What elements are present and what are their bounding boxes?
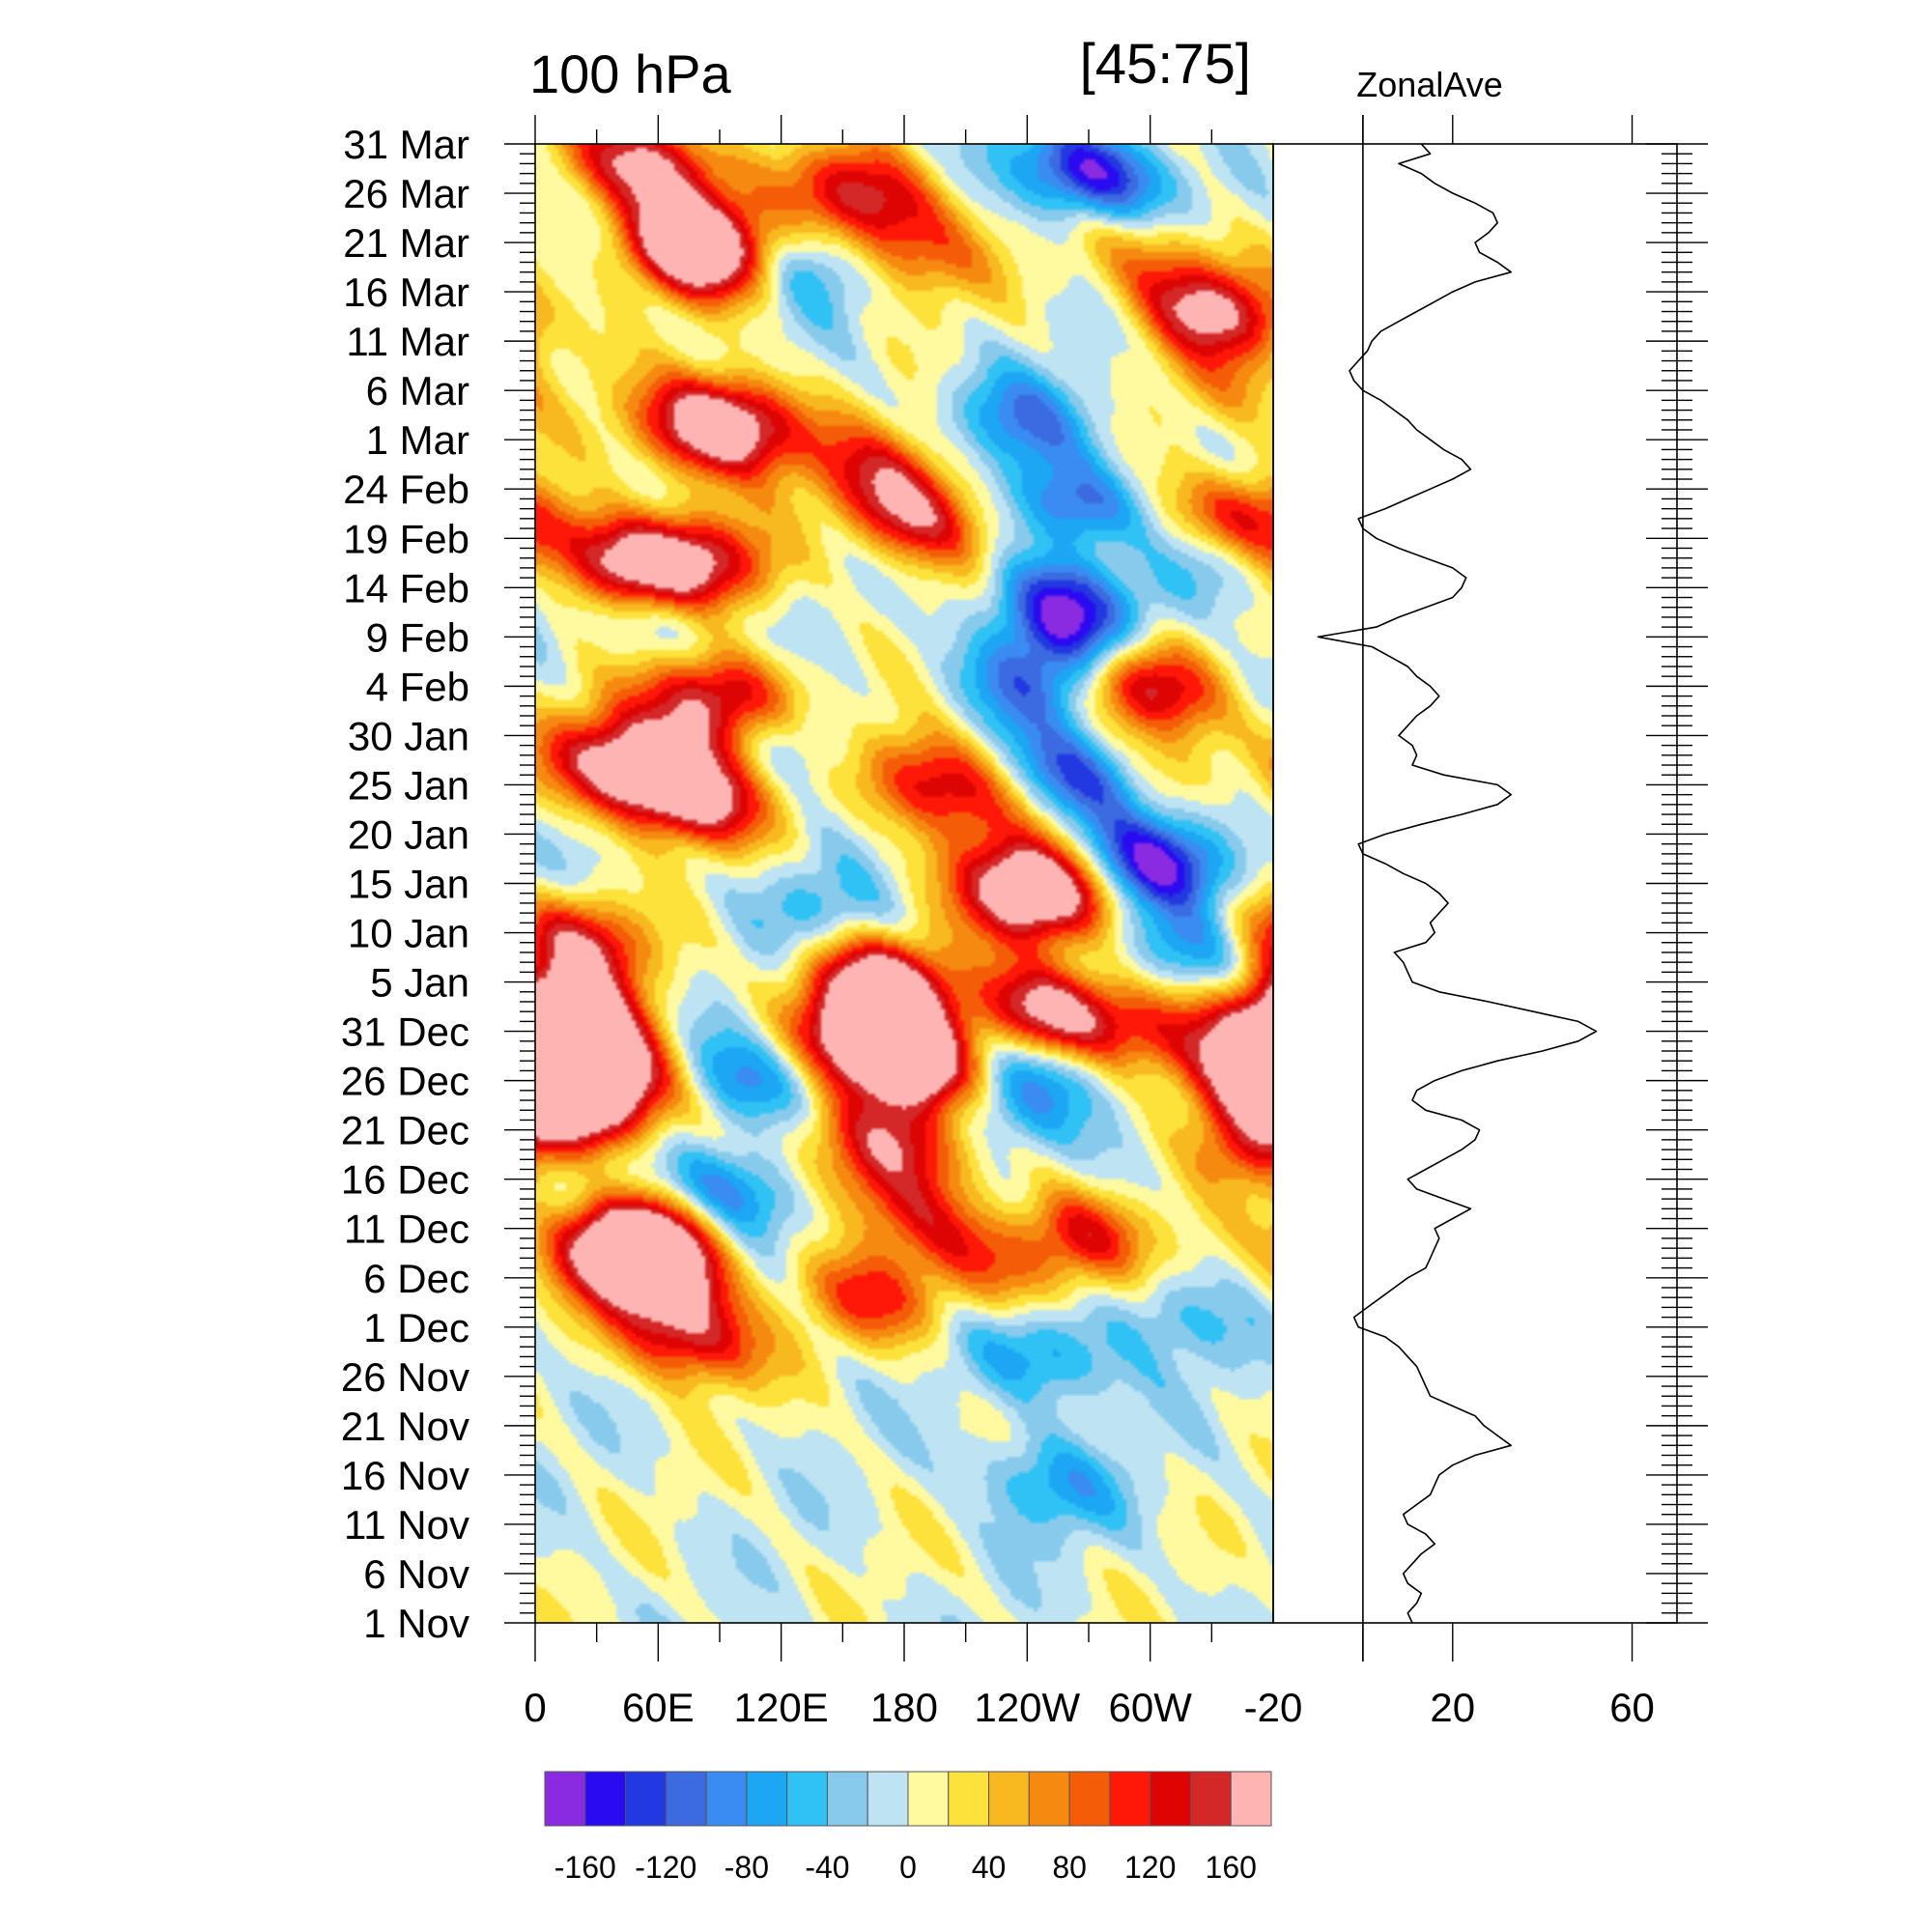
y-tick-label: 6 Dec: [363, 1256, 469, 1301]
x-tick-label: 180: [870, 1685, 938, 1730]
y-tick-label: 16 Dec: [341, 1157, 469, 1203]
colorbar-box: [544, 1771, 586, 1827]
y-tick-label: 1 Nov: [363, 1601, 469, 1646]
y-tick-label: 11 Mar: [346, 319, 469, 364]
colorbar-tick-label: -120: [635, 1850, 696, 1885]
colorbar-labels: -160 -120 -80 -40 0 40 80 120 160: [554, 1850, 1257, 1885]
y-tick-label: 26 Mar: [343, 171, 469, 216]
colorbar-tick-label: 0: [899, 1850, 917, 1885]
zonal-ave-line: [1317, 143, 1598, 1624]
y-tick-label: 15 Jan: [348, 862, 469, 907]
colorbar-boxes: [544, 1771, 1272, 1827]
y-tick-label: 10 Jan: [348, 911, 469, 956]
y-tick-label: 24 Feb: [343, 467, 469, 512]
colorbar-tick-label: -80: [724, 1850, 769, 1885]
colorbar-box: [786, 1771, 828, 1827]
y-tick-label: 6 Mar: [366, 368, 469, 413]
colorbar: -160 -120 -80 -40 0 40 80 120 160: [544, 1771, 1272, 1885]
colorbar-box: [705, 1771, 748, 1827]
y-tick-label: 21 Dec: [341, 1108, 469, 1153]
colorbar-box: [988, 1771, 1030, 1827]
y-tick-label: 21 Nov: [341, 1404, 469, 1449]
y-tick-label: 14 Feb: [343, 565, 469, 611]
colorbar-box: [584, 1771, 627, 1827]
colorbar-box: [625, 1771, 667, 1827]
colorbar-box: [1150, 1771, 1191, 1827]
y-tick-label: 19 Feb: [343, 516, 469, 561]
y-tick-label: 31 Dec: [341, 1009, 469, 1055]
colorbar-box: [948, 1771, 990, 1827]
y-tick-label: 4 Feb: [366, 664, 469, 709]
y-tick-label: 5 Jan: [370, 960, 469, 1006]
y-tick-label: 1 Mar: [366, 417, 469, 463]
y-tick-label: 11 Dec: [344, 1207, 469, 1252]
y-tick-label: 11 Nov: [344, 1502, 469, 1548]
colorbar-box: [867, 1771, 909, 1827]
y-tick-label: 30 Jan: [348, 713, 469, 758]
zonal-ave-panel: 20 60 -20: [1244, 115, 1708, 1730]
zonal-ave-x-ticks: 20 60 -20: [1244, 115, 1655, 1730]
colorbar-tick-label: 160: [1206, 1850, 1257, 1885]
hovmoller-field: [535, 144, 1273, 1623]
colorbar-box: [826, 1771, 868, 1827]
y-tick-label: 26 Dec: [341, 1059, 469, 1104]
colorbar-box: [665, 1771, 707, 1827]
zonal-ave-frame: [1272, 143, 1678, 1624]
colorbar-tick-label: -160: [554, 1850, 616, 1885]
za-x-tick-label-left: -20: [1244, 1685, 1303, 1730]
y-tick-label: 16 Nov: [341, 1453, 469, 1498]
x-tick-label: 120E: [734, 1685, 829, 1730]
za-x-tick-label: 60: [1609, 1685, 1655, 1730]
y-tick-label: 6 Nov: [363, 1551, 469, 1597]
x-tick-label: 120W: [974, 1685, 1080, 1730]
colorbar-tick-label: -40: [805, 1850, 849, 1885]
colorbar-box: [1068, 1771, 1111, 1827]
za-x-tick-label: 20: [1430, 1685, 1475, 1730]
y-tick-label: 31 Mar: [343, 122, 469, 167]
hovmoller-x-ticks: 0 60E 120E 180 120W 60W: [524, 115, 1213, 1730]
y-tick-label: 25 Jan: [348, 762, 469, 808]
y-tick-label: 9 Feb: [366, 614, 469, 660]
colorbar-tick-label: 80: [1052, 1850, 1087, 1885]
colorbar-box: [907, 1771, 950, 1827]
y-tick-label: 20 Jan: [348, 811, 469, 857]
colorbar-box: [1189, 1771, 1232, 1827]
colorbar-box: [1230, 1771, 1272, 1827]
colorbar-box: [1109, 1771, 1151, 1827]
x-tick-label: 0: [524, 1685, 546, 1730]
colorbar-box: [746, 1771, 788, 1827]
y-tick-label: 26 Nov: [341, 1354, 469, 1400]
x-tick-label: 60E: [622, 1685, 695, 1730]
colorbar-box: [1028, 1771, 1070, 1827]
colorbar-tick-label: 40: [972, 1850, 1007, 1885]
y-tick-label: 1 Dec: [363, 1305, 469, 1350]
zonal-ave-title: ZonalAve: [1356, 65, 1502, 104]
y-tick-label: 16 Mar: [343, 270, 469, 315]
chart-title: 100 hPa: [529, 43, 731, 104]
colorbar-tick-label: 120: [1124, 1850, 1176, 1885]
zonal-ave-y-ticks: [1646, 143, 1708, 1624]
x-tick-label: 60W: [1108, 1685, 1192, 1730]
chart-subtitle: [45:75]: [1080, 33, 1251, 96]
y-tick-label: 21 Mar: [343, 220, 469, 266]
